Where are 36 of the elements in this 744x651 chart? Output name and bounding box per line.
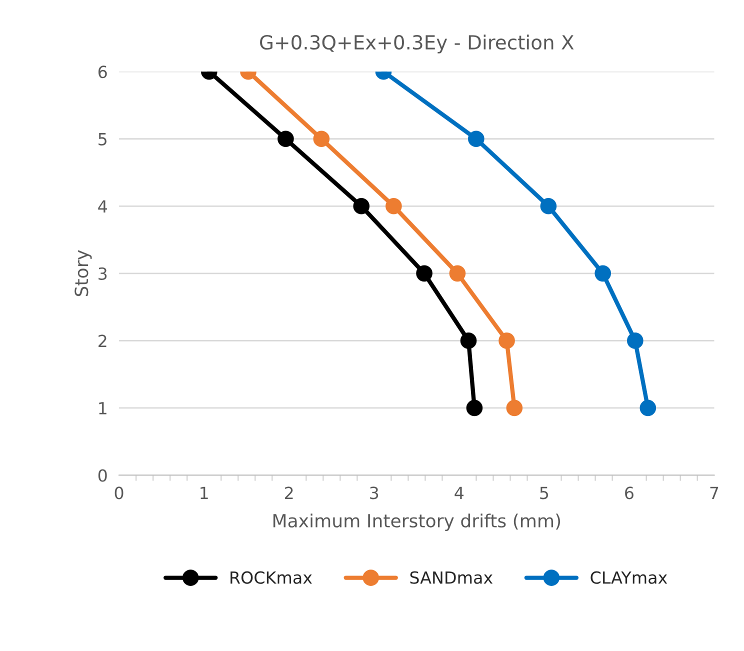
y-tick-label: 5 xyxy=(98,133,106,146)
x-tick-label: 1 xyxy=(200,486,208,500)
legend-label: ROCKmax xyxy=(230,571,312,584)
point xyxy=(449,265,466,282)
point xyxy=(466,400,483,416)
point xyxy=(640,400,656,416)
point xyxy=(506,400,523,416)
legend-label: SANDmax xyxy=(410,571,493,584)
y-tick-label: 6 xyxy=(98,66,107,78)
point xyxy=(386,198,402,214)
legend-label: CLAYmax xyxy=(590,571,668,584)
point xyxy=(278,130,294,148)
x-tick-label: 7 xyxy=(710,486,718,500)
x-tick-label: 6 xyxy=(625,486,634,500)
point xyxy=(540,198,557,214)
point xyxy=(353,198,370,214)
y-tick-label: 1 xyxy=(99,402,106,414)
point xyxy=(460,332,477,349)
chart-title: G+0.3Q+Ex+0.3Ey - Direction X xyxy=(260,34,574,54)
x-tick-label: 5 xyxy=(540,486,548,500)
point xyxy=(468,130,484,148)
point xyxy=(627,332,644,349)
y-tick-label: 2 xyxy=(98,334,106,348)
point xyxy=(313,130,330,148)
x-tick-label: 0 xyxy=(114,486,124,500)
x-axis-title: Maximum Interstory drifts (mm) xyxy=(273,514,560,532)
y-tick-label: 0 xyxy=(98,469,107,482)
y-tick-label: 4 xyxy=(98,200,107,212)
y-axis-title: Story xyxy=(74,250,92,296)
y-tick-label: 3 xyxy=(98,267,107,280)
x-tick-label: 2 xyxy=(285,486,293,500)
x-tick-label: 3 xyxy=(370,486,378,500)
point xyxy=(498,332,515,349)
point xyxy=(416,265,432,282)
point xyxy=(594,265,612,282)
x-tick-label: 4 xyxy=(454,486,464,500)
